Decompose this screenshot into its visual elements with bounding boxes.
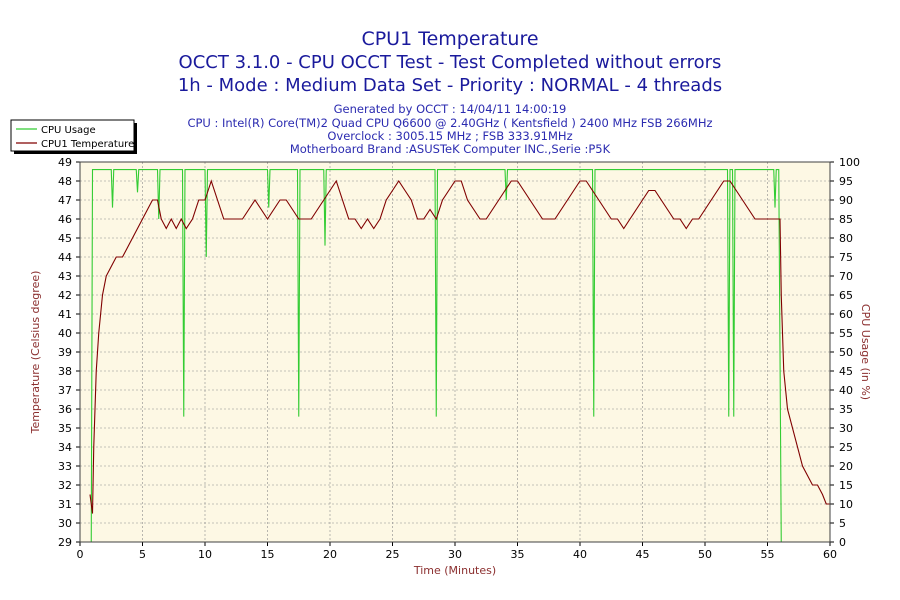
y-right-tick-label: 80 xyxy=(839,232,853,245)
y-left-tick-label: 38 xyxy=(58,365,72,378)
info-generated: Generated by OCCT : 14/04/11 14:00:19 xyxy=(334,102,567,116)
y-right-tick-label: 45 xyxy=(839,365,853,378)
y-left-tick-label: 36 xyxy=(58,403,72,416)
x-tick-label: 20 xyxy=(323,548,337,561)
y-left-tick-label: 42 xyxy=(58,289,72,302)
y-right-tick-label: 55 xyxy=(839,327,853,340)
x-tick-label: 50 xyxy=(698,548,712,561)
y-right-tick-label: 30 xyxy=(839,422,853,435)
y-left-tick-label: 32 xyxy=(58,479,72,492)
info-cpu: CPU : Intel(R) Core(TM)2 Quad CPU Q6600 … xyxy=(187,116,712,130)
y-left-tick-label: 44 xyxy=(58,251,72,264)
legend-label-temperature: CPU1 Temperature xyxy=(41,139,134,150)
y-left-tick-label: 43 xyxy=(58,270,72,283)
y-left-tick-label: 31 xyxy=(58,498,72,511)
y-right-tick-label: 5 xyxy=(839,517,846,530)
y-left-tick-label: 47 xyxy=(58,194,72,207)
y-left-tick-label: 35 xyxy=(58,422,72,435)
x-tick-label: 25 xyxy=(386,548,400,561)
y-left-tick-label: 34 xyxy=(58,441,72,454)
y-right-tick-label: 70 xyxy=(839,270,853,283)
x-tick-label: 40 xyxy=(573,548,587,561)
y-right-tick-label: 50 xyxy=(839,346,853,359)
y-axis-label-right: CPU Usage (in %) xyxy=(859,304,872,400)
x-tick-label: 60 xyxy=(823,548,837,561)
y-right-tick-label: 90 xyxy=(839,194,853,207)
x-tick-label: 5 xyxy=(139,548,146,561)
chart-subtitle-1: OCCT 3.1.0 - CPU OCCT Test - Test Comple… xyxy=(179,52,722,73)
x-tick-label: 55 xyxy=(761,548,775,561)
x-tick-label: 35 xyxy=(511,548,525,561)
chart-title: CPU1 Temperature xyxy=(361,28,538,50)
y-left-tick-label: 49 xyxy=(58,156,72,169)
y-left-tick-label: 30 xyxy=(58,517,72,530)
y-right-tick-label: 95 xyxy=(839,175,853,188)
y-right-tick-label: 40 xyxy=(839,384,853,397)
x-axis-label: Time (Minutes) xyxy=(413,564,496,577)
x-tick-label: 30 xyxy=(448,548,462,561)
x-tick-label: 0 xyxy=(77,548,84,561)
plot-frame xyxy=(79,161,831,543)
tick-labels: 29 30 31 32 33 34 35 36 37 38 39 40 41 42 43 44 45 46 47 48… xyxy=(58,156,860,561)
x-tick-label: 15 xyxy=(261,548,275,561)
y-right-tick-label: 65 xyxy=(839,289,853,302)
x-tick-label: 10 xyxy=(198,548,212,561)
y-right-tick-label: 100 xyxy=(839,156,860,169)
y-left-tick-label: 29 xyxy=(58,536,72,549)
y-right-tick-label: 85 xyxy=(839,213,853,226)
legend-box xyxy=(10,119,135,152)
y-axis-label-left: Temperature (Celsius degree) xyxy=(29,271,42,435)
y-right-tick-label: 75 xyxy=(839,251,853,264)
x-tick-label: 45 xyxy=(636,548,650,561)
cpu-temperature-line xyxy=(89,179,830,514)
chart-subtitle-2: 1h - Mode : Medium Data Set - Priority :… xyxy=(178,75,722,96)
y-left-tick-label: 48 xyxy=(58,175,72,188)
y-left-tick-label: 45 xyxy=(58,232,72,245)
y-right-tick-label: 25 xyxy=(839,441,853,454)
legend: CPU Usage CPU1 Temperature xyxy=(10,119,137,154)
y-left-tick-label: 37 xyxy=(58,384,72,397)
y-left-tick-label: 39 xyxy=(58,346,72,359)
y-left-tick-label: 41 xyxy=(58,308,72,321)
series-layer xyxy=(80,169,830,543)
info-overclock: Overclock : 3005.15 MHz ; FSB 333.91MHz xyxy=(327,129,572,143)
y-left-tick-label: 33 xyxy=(58,460,72,473)
info-motherboard: Motherboard Brand :ASUSTeK Computer INC.… xyxy=(290,142,611,156)
y-right-tick-label: 35 xyxy=(839,403,853,416)
y-left-tick-label: 46 xyxy=(58,213,72,226)
y-right-tick-label: 60 xyxy=(839,308,853,321)
y-left-tick-label: 40 xyxy=(58,327,72,340)
cpu-usage-line xyxy=(80,169,830,543)
y-right-tick-label: 20 xyxy=(839,460,853,473)
legend-label-usage: CPU Usage xyxy=(41,125,96,136)
y-right-tick-label: 15 xyxy=(839,479,853,492)
y-right-tick-label: 10 xyxy=(839,498,853,511)
y-right-tick-label: 0 xyxy=(839,536,846,549)
